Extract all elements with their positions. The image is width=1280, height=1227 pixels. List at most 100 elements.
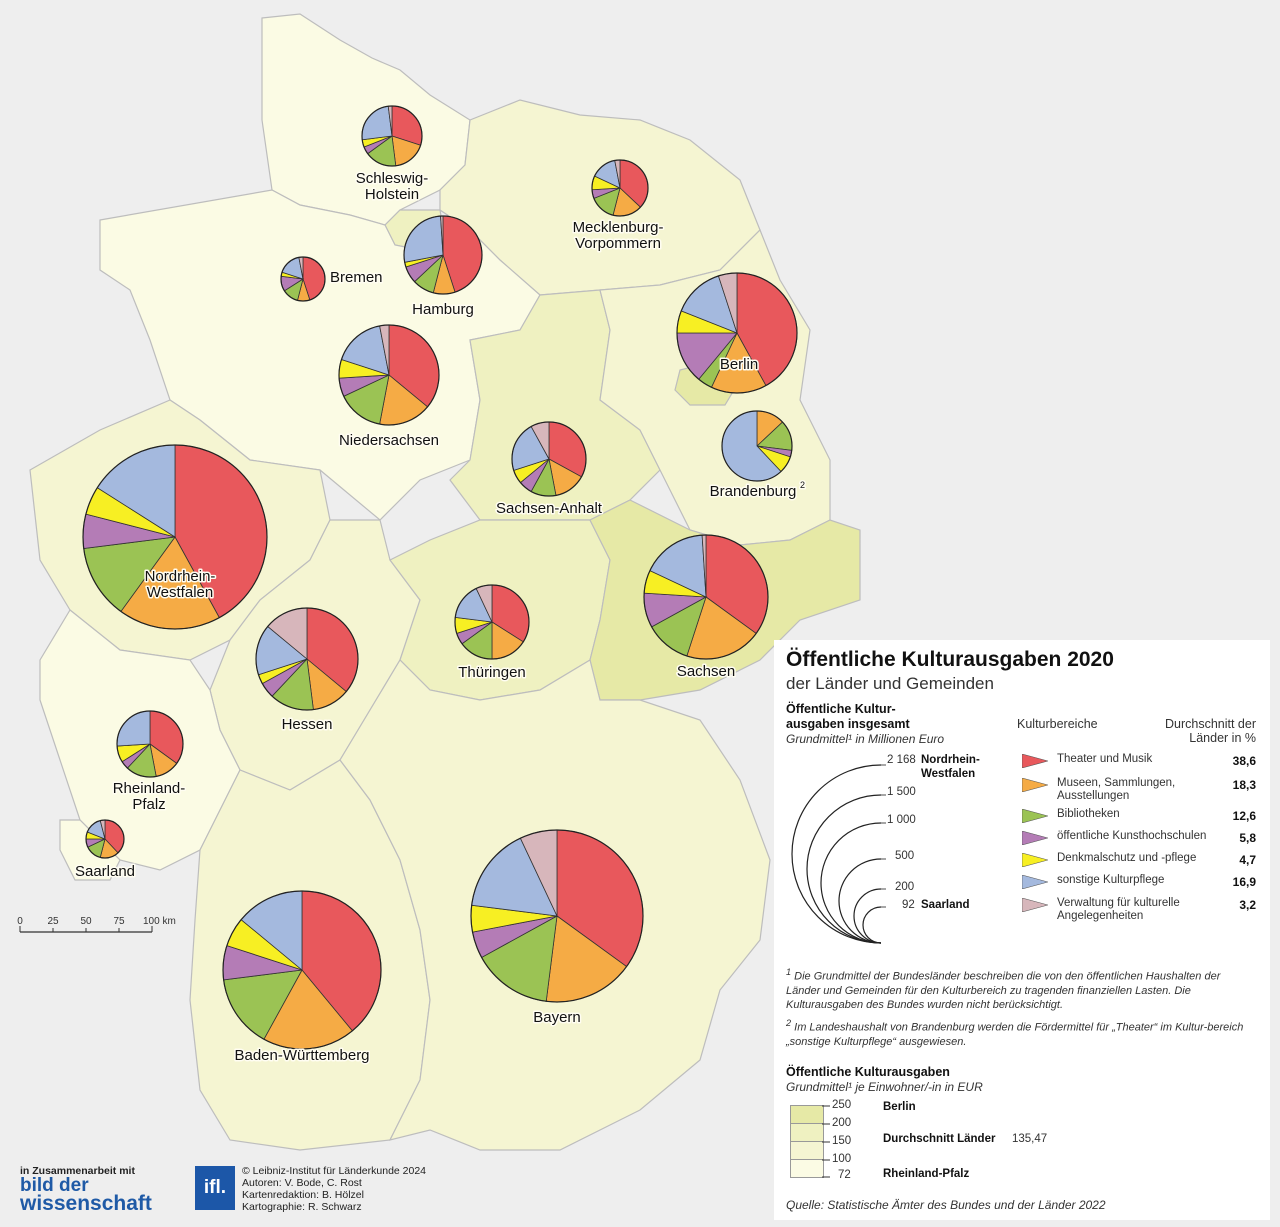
partner-logo-line2: wissenschaft bbox=[20, 1192, 152, 1215]
label-nordrhein-westfalen-2: Westfalen bbox=[147, 584, 213, 601]
scale-tick-0: 0 bbox=[17, 916, 23, 927]
category-average-0: 38,6 bbox=[1232, 754, 1256, 768]
legend-panel: Öffentliche Kulturausgaben 2020 der Länd… bbox=[774, 640, 1270, 1220]
per-capita-class-3 bbox=[790, 1141, 824, 1160]
pie-outline-saarland bbox=[85, 819, 125, 859]
pie-outline-sachsen bbox=[643, 534, 769, 660]
label-niedersachsen: Niedersachsen bbox=[339, 432, 439, 449]
size-value-1000: 1 000 bbox=[887, 814, 916, 826]
state-labels: Schleswig- Holstein Mecklenburg- Vorpomm… bbox=[73, 169, 806, 1066]
per-capita-marker-max: Berlin bbox=[883, 1101, 916, 1113]
label-sachsen-anhalt: Sachsen-Anhalt bbox=[496, 500, 603, 517]
pie-outline-rheinland-pfalz bbox=[116, 710, 184, 778]
label-hamburg: Hamburg bbox=[412, 301, 474, 318]
label-sachsen: Sachsen bbox=[677, 663, 735, 680]
pie-outline-hamburg bbox=[403, 215, 483, 295]
pie-outline-niedersachsen bbox=[338, 324, 440, 426]
per-capita-marker-avg-value: 135,47 bbox=[1012, 1133, 1048, 1145]
per-capita-marker-min: Rheinland-Pfalz bbox=[883, 1168, 970, 1180]
category-label-line2-1: Ausstellungen bbox=[1057, 790, 1130, 802]
credits-authors: Autoren: V. Bode, C. Rost bbox=[242, 1177, 362, 1189]
scale-bar: 0 25 50 75 100 km bbox=[17, 916, 176, 933]
per-capita-class-1 bbox=[790, 1105, 824, 1124]
category-swatch-0 bbox=[1021, 753, 1050, 769]
category-average-5: 16,9 bbox=[1232, 875, 1256, 889]
category-average-2: 12,6 bbox=[1232, 809, 1256, 823]
map-subtitle: der Länder und Gemeinden bbox=[786, 674, 994, 693]
category-average-6: 3,2 bbox=[1239, 898, 1256, 912]
credits-copyright: © Leibniz-Institut für Länderkunde 2024 bbox=[242, 1165, 427, 1177]
category-swatch-6 bbox=[1021, 897, 1050, 913]
category-average-3: 5,8 bbox=[1239, 831, 1256, 845]
scale-tick-50: 50 bbox=[80, 916, 92, 927]
size-min-label: Saarland bbox=[921, 899, 970, 911]
footnote-2: 2 Im Landeshaushalt von Brandenburg werd… bbox=[786, 1018, 1244, 1048]
label-mecklenburg-vorpommern-2: Vorpommern bbox=[575, 235, 661, 252]
per-capita-unit: Grundmittel¹ je Einwohner/-in in EUR bbox=[786, 1080, 983, 1094]
label-thueringen: Thüringen bbox=[458, 664, 526, 681]
category-swatch-4 bbox=[1021, 852, 1050, 868]
scale-tick-100: 100 km bbox=[143, 916, 176, 927]
label-bayern: Bayern bbox=[533, 1009, 581, 1026]
label-nordrhein-westfalen-1: Nordrhein- bbox=[145, 568, 216, 585]
size-legend-unit: Grundmittel¹ in Millionen Euro bbox=[786, 732, 945, 746]
category-header: Kulturbereiche bbox=[1017, 717, 1098, 731]
category-label-line2-6: Angelegenheiten bbox=[1057, 910, 1144, 922]
per-capita-heading: Öffentliche Kulturausgaben bbox=[786, 1065, 950, 1079]
label-schleswig-holstein-1: Schleswig- bbox=[356, 170, 429, 187]
label-saarland: Saarland bbox=[75, 863, 135, 880]
category-label-0: Theater und Musik bbox=[1057, 753, 1153, 765]
scale-tick-75: 75 bbox=[113, 916, 125, 927]
size-value-1500: 1 500 bbox=[887, 786, 916, 798]
size-max-label-2: Westfalen bbox=[921, 768, 976, 780]
pie-outline-bayern bbox=[470, 829, 644, 1003]
category-swatch-5 bbox=[1021, 874, 1050, 890]
pie-outline-sachsen-anhalt bbox=[511, 421, 587, 497]
label-brandenburg: Brandenburg bbox=[710, 483, 797, 500]
average-header-1: Durchschnitt der bbox=[1164, 717, 1256, 731]
partner-logo-line1: bild der bbox=[20, 1175, 89, 1196]
category-swatch-2 bbox=[1021, 808, 1050, 824]
footnote-marker-brandenburg: 2 bbox=[800, 480, 805, 490]
scale-tick-25: 25 bbox=[47, 916, 59, 927]
category-average-4: 4,7 bbox=[1239, 853, 1256, 867]
label-berlin: Berlin bbox=[720, 356, 758, 373]
pie-outline-berlin bbox=[676, 272, 798, 394]
size-legend-heading-2: ausgaben insgesamt bbox=[786, 717, 910, 731]
per-capita-tick-200: 200 bbox=[832, 1117, 852, 1129]
label-bremen: Bremen bbox=[330, 269, 383, 286]
label-rheinland-pfalz-2: Pfalz bbox=[132, 796, 165, 813]
category-label-1: Museen, Sammlungen, bbox=[1057, 777, 1176, 789]
footnote-1: 1 Die Grundmittel der Bundesländer besch… bbox=[786, 967, 1221, 1011]
category-label-5: sonstige Kulturpflege bbox=[1057, 874, 1165, 886]
size-legend-heading-1: Öffentliche Kultur- bbox=[786, 702, 896, 716]
category-label-2: Bibliotheken bbox=[1057, 808, 1120, 820]
footnote-2-text: Im Landeshaushalt von Brandenburg werden… bbox=[786, 1021, 1244, 1048]
pie-chart-layer bbox=[82, 105, 798, 1050]
partner-intro: in Zusammenarbeit mit bbox=[20, 1165, 135, 1177]
pie-outline-baden-wuerttemberg bbox=[222, 890, 382, 1050]
category-label-6: Verwaltung für kulturelle bbox=[1057, 897, 1180, 909]
label-baden-wuerttemberg: Baden-Württemberg bbox=[234, 1047, 369, 1064]
map-title: Öffentliche Kulturausgaben 2020 bbox=[786, 648, 1114, 671]
per-capita-tick-150: 150 bbox=[832, 1135, 852, 1147]
size-max-label-1: Nordrhein- bbox=[921, 754, 980, 766]
category-label-4: Denkmalschutz und -pflege bbox=[1057, 852, 1197, 864]
category-swatch-1 bbox=[1021, 777, 1050, 793]
ifl-logo: ifl. bbox=[195, 1166, 235, 1210]
per-capita-class-2 bbox=[790, 1123, 824, 1142]
pie-outline-brandenburg bbox=[721, 410, 793, 482]
label-rheinland-pfalz-1: Rheinland- bbox=[113, 780, 186, 797]
size-legend-circles bbox=[791, 764, 886, 944]
footnote-1-text: Die Grundmittel der Bundesländer beschre… bbox=[786, 970, 1221, 1011]
per-capita-class-4 bbox=[790, 1159, 824, 1178]
pie-outline-schleswig-holstein bbox=[361, 105, 423, 167]
pie-outline-bremen bbox=[280, 256, 326, 302]
pie-outline-thueringen bbox=[454, 584, 530, 660]
per-capita-marker-avg: Durchschnitt Länder bbox=[883, 1133, 996, 1145]
source-note: Quelle: Statistische Ämter des Bundes un… bbox=[786, 1198, 1106, 1212]
credits-cartography: Kartographie: R. Schwarz bbox=[242, 1201, 362, 1213]
per-capita-tick-250: 250 bbox=[832, 1099, 852, 1111]
label-mecklenburg-vorpommern-1: Mecklenburg- bbox=[573, 219, 664, 236]
